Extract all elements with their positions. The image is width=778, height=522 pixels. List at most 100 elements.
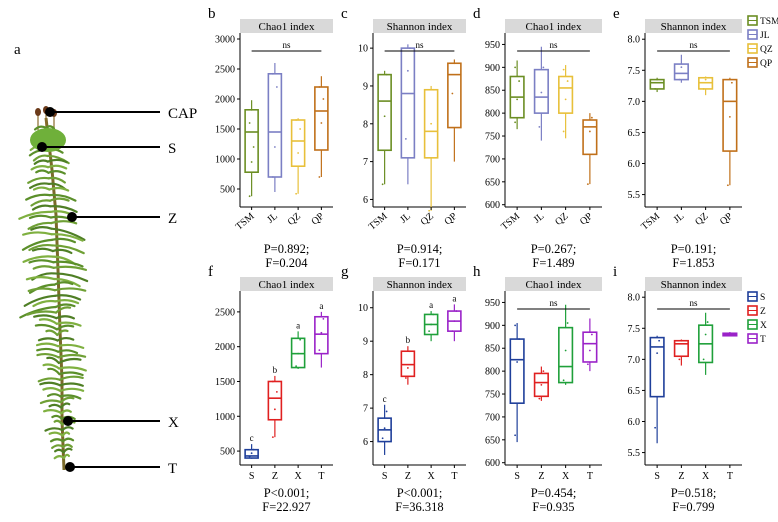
box-qp xyxy=(722,77,738,187)
data-point xyxy=(656,352,659,355)
moss-leaf xyxy=(42,363,61,370)
moss-leaf xyxy=(25,193,51,201)
data-point xyxy=(455,310,458,312)
moss-leaf xyxy=(58,366,87,372)
moss-leaf xyxy=(30,226,53,231)
title-strip xyxy=(505,277,602,291)
box-z xyxy=(533,366,549,401)
box-qz xyxy=(290,118,306,195)
moss-leaf xyxy=(51,414,63,420)
moss-leaf xyxy=(48,193,77,202)
title-strip xyxy=(373,19,466,33)
data-point xyxy=(381,437,384,440)
chart-title: Shannon index xyxy=(387,21,453,33)
box-jl xyxy=(267,63,283,192)
data-point xyxy=(320,331,323,334)
x-tick-label: QP xyxy=(718,211,735,228)
f-value: F=0.204 xyxy=(265,256,308,270)
moss-leaf xyxy=(57,357,82,365)
y-tick-label: 950 xyxy=(485,40,500,51)
moss-label-s: S xyxy=(168,141,176,157)
x-tick-label: S xyxy=(249,471,255,482)
moss-leaf xyxy=(55,321,82,327)
data-point xyxy=(252,146,255,148)
moss-leaf xyxy=(28,259,55,264)
data-point xyxy=(250,108,253,111)
significance-label: ns xyxy=(415,40,424,50)
box-s xyxy=(244,444,259,459)
box-x xyxy=(558,304,574,385)
moss-leaf xyxy=(25,276,56,281)
legend-label: TSM xyxy=(760,17,778,27)
data-point xyxy=(678,78,681,81)
data-point xyxy=(383,427,386,430)
box-iqr xyxy=(509,338,525,404)
moss-leaf xyxy=(27,221,53,230)
data-point xyxy=(432,88,435,91)
data-point xyxy=(430,323,433,326)
significance-letter: a xyxy=(429,300,433,310)
significance-label: ns xyxy=(689,298,698,308)
data-point xyxy=(562,379,565,382)
data-point xyxy=(248,122,251,124)
data-point xyxy=(297,152,300,154)
x-tick-label: T xyxy=(451,471,457,482)
data-point xyxy=(273,408,276,411)
y-tick-label: 6.0 xyxy=(628,159,641,170)
panel-letter-c: c xyxy=(341,6,348,22)
box-iqr xyxy=(533,68,549,114)
moss-leaf xyxy=(61,431,71,437)
box-iqr xyxy=(447,62,462,129)
y-tick-label: 750 xyxy=(485,132,500,143)
y-tick-label: 7.5 xyxy=(628,66,641,77)
significance-label: ns xyxy=(549,40,558,50)
moss-leaf xyxy=(22,255,55,263)
data-point xyxy=(453,62,456,65)
x-tick-label: S xyxy=(382,471,388,482)
data-point xyxy=(248,195,251,198)
moss-leaf xyxy=(55,315,76,320)
data-point xyxy=(383,115,386,118)
y-tick-label: 900 xyxy=(485,63,500,74)
moss-leaf xyxy=(49,438,65,443)
x-tick-label: T xyxy=(727,471,733,482)
data-point xyxy=(726,184,729,187)
chart-title: Shannon index xyxy=(661,279,727,291)
x-tick-label: Z xyxy=(538,471,544,482)
x-tick-label: JL xyxy=(398,211,413,226)
panel-i: i Shannon index 5.5 6.0 6.5 7.0 7.5 8.0 S Z X Tns P=… xyxy=(613,264,742,514)
moss-leaf xyxy=(62,447,73,454)
box-iqr xyxy=(400,350,416,378)
data-point xyxy=(680,339,683,342)
f-value: F=22.927 xyxy=(262,500,310,514)
moss-leaf xyxy=(31,204,52,211)
data-point xyxy=(432,313,435,316)
moss-leaf xyxy=(59,396,75,404)
box-x xyxy=(423,311,439,342)
data-point xyxy=(514,324,517,327)
panel-letter-d: d xyxy=(473,6,481,22)
moss-label-t: T xyxy=(168,461,177,477)
panel-e: e Shannon index 5.5 6.0 6.5 7.0 7.5 8.0 TSM JL QZ Q… xyxy=(613,6,742,270)
y-tick-label: 600 xyxy=(485,200,500,211)
moss-leaf xyxy=(47,170,66,175)
data-point xyxy=(428,330,431,333)
box-qp xyxy=(314,76,329,178)
y-tick-label: 3000 xyxy=(215,35,235,46)
moss-leaf xyxy=(47,367,61,376)
chart-title: Chao1 index xyxy=(526,279,582,291)
y-tick-label: 8 xyxy=(363,119,368,130)
moss-plant-illustration xyxy=(18,106,89,471)
box-iqr xyxy=(267,73,283,178)
x-tick-label: X xyxy=(295,471,303,482)
y-tick-label: 1500 xyxy=(215,125,235,136)
moss-leaf xyxy=(52,265,88,271)
y-tick-label: 6.5 xyxy=(628,128,641,139)
moss-leaf xyxy=(30,165,50,171)
title-strip xyxy=(240,19,333,33)
panel-letter-a: a xyxy=(14,42,21,58)
chart-title: Chao1 index xyxy=(259,279,315,291)
moss-leaf xyxy=(48,197,70,202)
